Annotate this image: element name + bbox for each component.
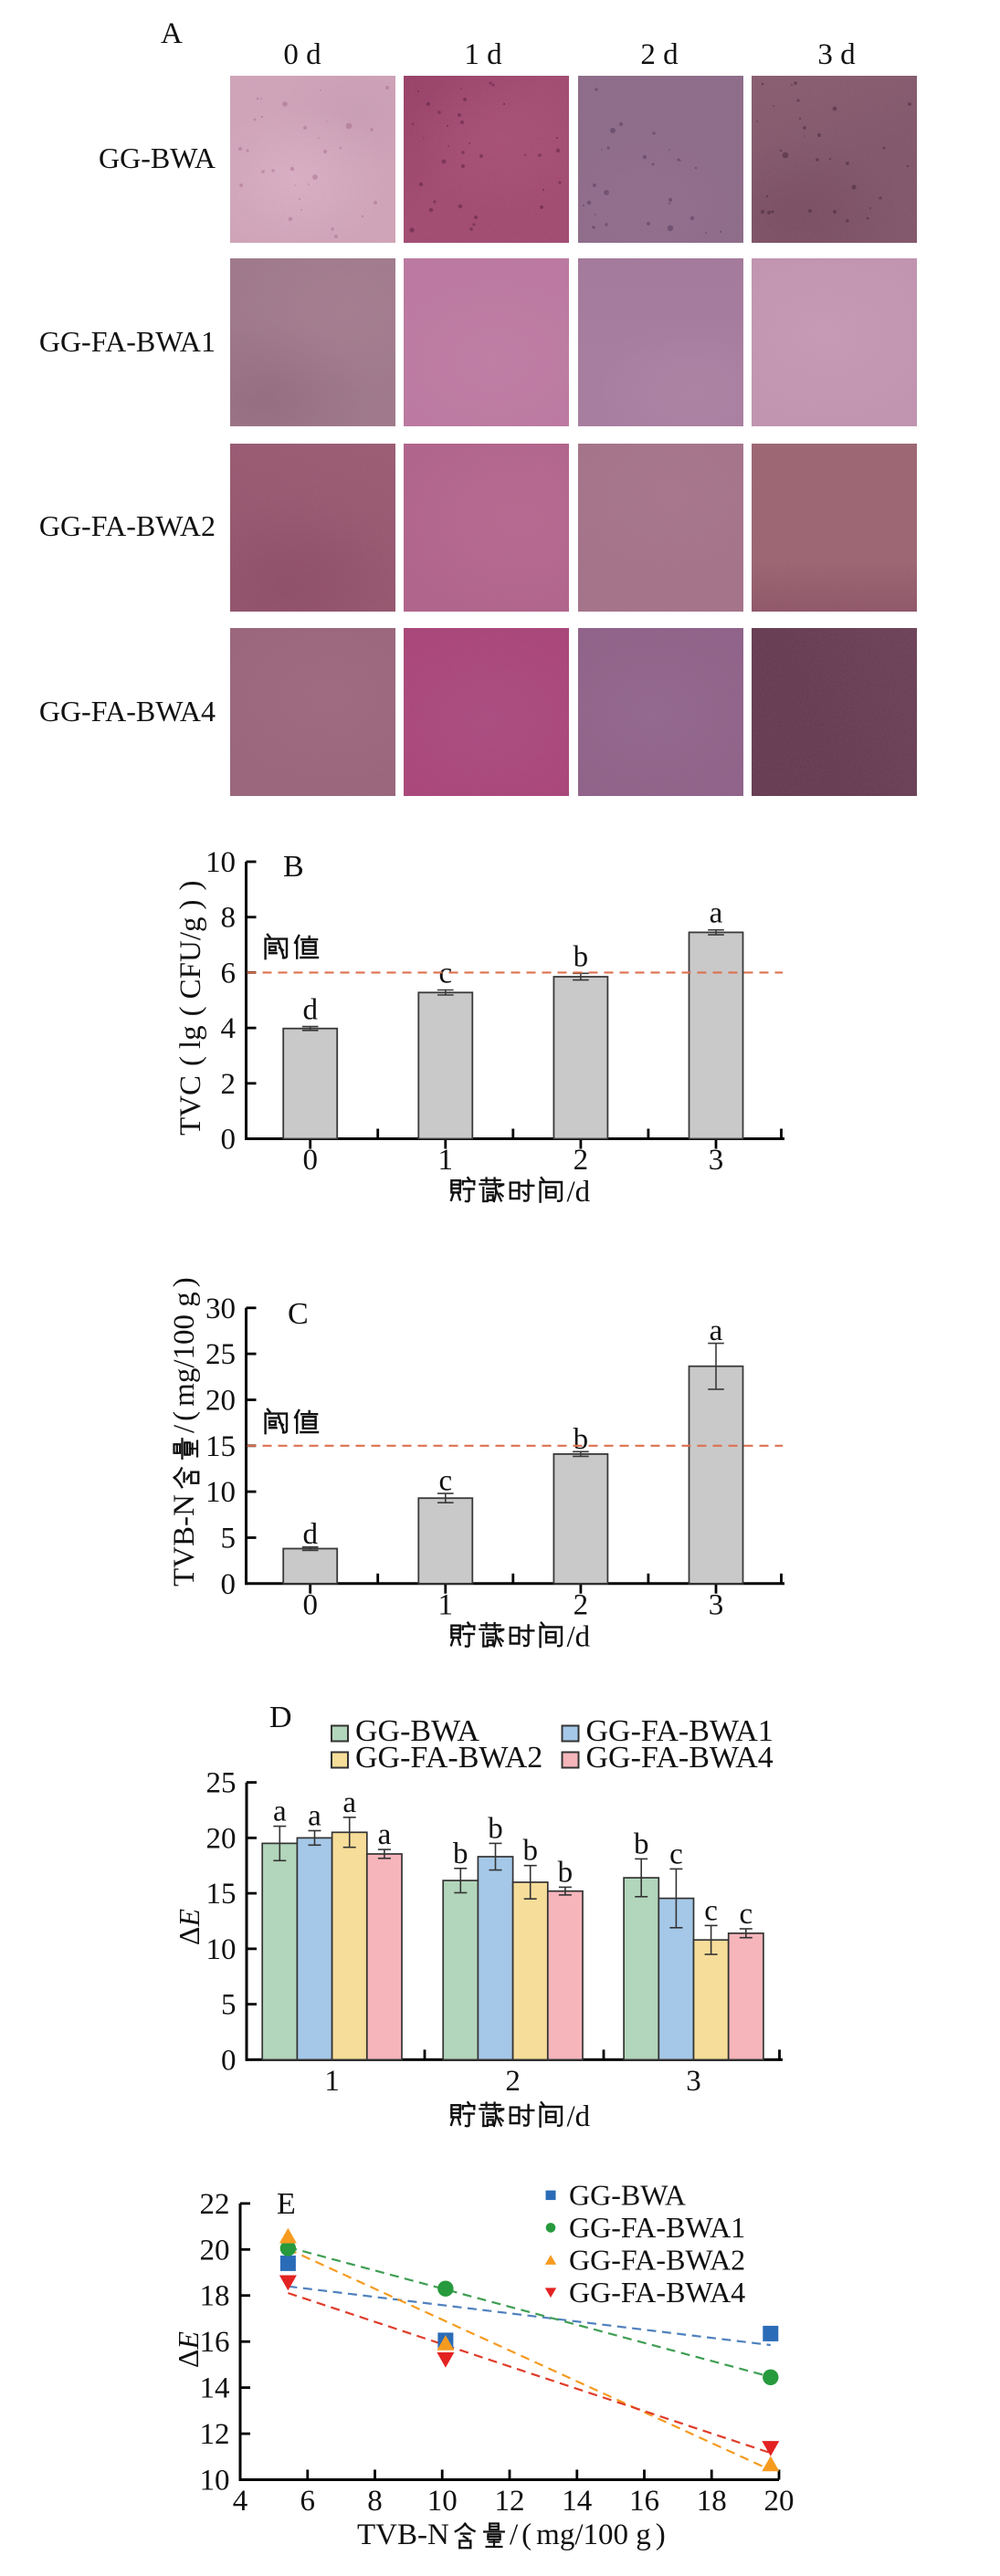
svg-text:8: 8 — [221, 902, 237, 935]
svg-text:2: 2 — [221, 1068, 237, 1101]
svg-text:ΔE: ΔE — [173, 1908, 205, 1945]
svg-text:2 d: 2 d — [640, 38, 679, 71]
svg-text:10: 10 — [200, 2465, 230, 2497]
svg-text:c: c — [438, 1465, 452, 1498]
svg-text:b: b — [574, 940, 589, 973]
svg-text:20: 20 — [206, 1822, 237, 1855]
svg-text:d: d — [302, 994, 318, 1027]
svg-text:c: c — [438, 958, 452, 990]
svg-text:c: c — [669, 1838, 683, 1870]
svg-text:d: d — [302, 1518, 318, 1551]
svg-text:/d: /d — [567, 1176, 591, 1209]
svg-text:8: 8 — [367, 2485, 383, 2518]
svg-text:TVB-N: TVB-N — [168, 1494, 201, 1586]
svg-text:a: a — [710, 897, 723, 930]
svg-text:12: 12 — [495, 2485, 525, 2518]
svg-text:0: 0 — [302, 1144, 318, 1177]
svg-text:12: 12 — [200, 2418, 230, 2451]
svg-text:20: 20 — [200, 2234, 230, 2267]
svg-text:ΔE: ΔE — [172, 2330, 205, 2368]
svg-text:4: 4 — [233, 2485, 248, 2518]
svg-text:GG-FA-BWA1: GG-FA-BWA1 — [39, 325, 216, 358]
svg-text:C: C — [288, 1297, 309, 1331]
svg-text:GG-FA-BWA4: GG-FA-BWA4 — [569, 2276, 745, 2309]
svg-text:16: 16 — [200, 2326, 230, 2359]
svg-text:GG-FA-BWA4: GG-FA-BWA4 — [39, 695, 216, 728]
svg-text:D: D — [269, 1701, 292, 1734]
svg-text:GG-FA-BWA2: GG-FA-BWA2 — [39, 509, 216, 542]
svg-text:2: 2 — [574, 1144, 589, 1177]
svg-text:0: 0 — [302, 1588, 318, 1621]
svg-text:a: a — [710, 1314, 723, 1347]
svg-text:GG-FA-BWA4: GG-FA-BWA4 — [586, 1741, 774, 1775]
svg-text:1: 1 — [324, 2065, 340, 2098]
svg-text:18: 18 — [697, 2485, 727, 2518]
svg-text:2: 2 — [574, 1588, 589, 1621]
svg-text:a: a — [342, 1786, 356, 1819]
svg-text:16: 16 — [629, 2485, 659, 2518]
svg-text:18: 18 — [200, 2280, 230, 2313]
svg-text:GG-FA-BWA1: GG-FA-BWA1 — [569, 2211, 745, 2244]
svg-text:10: 10 — [205, 846, 236, 879]
svg-text:0: 0 — [221, 2044, 237, 2077]
svg-text:25: 25 — [206, 1767, 237, 1800]
svg-text:10: 10 — [427, 2485, 458, 2518]
svg-text:1: 1 — [438, 1144, 454, 1177]
svg-text:b: b — [634, 1827, 649, 1860]
svg-text:GG-FA-BWA1: GG-FA-BWA1 — [586, 1714, 774, 1748]
svg-text:B: B — [283, 850, 304, 884]
svg-text:14: 14 — [562, 2485, 592, 2518]
svg-text:TVB-N: TVB-N — [357, 2518, 449, 2551]
svg-text:6: 6 — [221, 957, 237, 990]
svg-text:A: A — [161, 17, 183, 50]
svg-text:GG-BWA: GG-BWA — [99, 141, 216, 174]
svg-text:22: 22 — [200, 2188, 230, 2221]
svg-text:a: a — [378, 1818, 392, 1851]
svg-text:0 d: 0 d — [283, 38, 321, 71]
svg-text:GG-BWA: GG-BWA — [569, 2178, 686, 2211]
svg-text:1: 1 — [438, 1588, 454, 1621]
svg-text:2: 2 — [505, 2065, 521, 2098]
svg-text:b: b — [522, 1835, 538, 1868]
svg-text:14: 14 — [200, 2372, 230, 2405]
svg-text:GG-BWA: GG-BWA — [355, 1714, 479, 1748]
svg-text:GG-FA-BWA2: GG-FA-BWA2 — [569, 2243, 745, 2276]
svg-text:E: E — [277, 2187, 296, 2221]
svg-text:20: 20 — [764, 2485, 795, 2518]
svg-text:10: 10 — [205, 1476, 236, 1509]
svg-text:3: 3 — [709, 1588, 724, 1621]
svg-text:3: 3 — [709, 1144, 724, 1177]
svg-text:b: b — [488, 1812, 503, 1845]
svg-text:25: 25 — [205, 1338, 236, 1371]
svg-text:5: 5 — [221, 1523, 237, 1555]
svg-text:c: c — [704, 1894, 718, 1927]
svg-text:15: 15 — [205, 1430, 236, 1463]
svg-text:c: c — [739, 1898, 753, 1931]
svg-text:4: 4 — [221, 1012, 237, 1045]
svg-text:10: 10 — [206, 1933, 237, 1966]
svg-text:b: b — [453, 1838, 468, 1870]
svg-text:20: 20 — [205, 1385, 236, 1418]
svg-text:6: 6 — [300, 2485, 316, 2518]
svg-text:5: 5 — [221, 1989, 237, 2022]
svg-text:GG-FA-BWA2: GG-FA-BWA2 — [355, 1741, 542, 1775]
svg-text:/(mg/100 g): /(mg/100 g) — [510, 2518, 666, 2551]
svg-text:3 d: 3 d — [817, 38, 856, 71]
svg-text:a: a — [273, 1796, 287, 1828]
svg-text:3: 3 — [686, 2065, 701, 2098]
svg-text:a: a — [308, 1800, 321, 1833]
svg-text:0: 0 — [221, 1568, 237, 1601]
svg-text:/d: /d — [567, 2100, 591, 2133]
svg-text:/d: /d — [567, 1621, 591, 1654]
svg-text:b: b — [558, 1856, 574, 1889]
svg-text:15: 15 — [206, 1878, 237, 1911]
svg-text:b: b — [574, 1423, 589, 1456]
svg-text:0: 0 — [221, 1124, 237, 1157]
svg-text:TVC(lg(CFU/g)): TVC(lg(CFU/g)) — [174, 880, 207, 1136]
svg-text:/(mg/100 g): /(mg/100 g) — [168, 1277, 201, 1433]
svg-text:30: 30 — [205, 1293, 236, 1325]
svg-text:1 d: 1 d — [464, 38, 502, 71]
